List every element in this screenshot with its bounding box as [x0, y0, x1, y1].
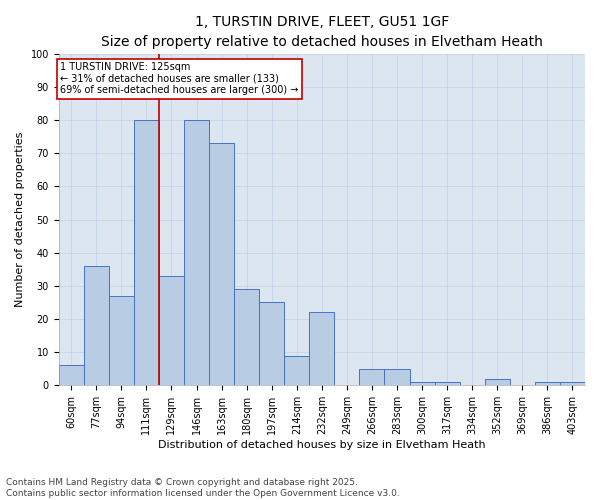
- Bar: [359, 369, 385, 386]
- Bar: [109, 296, 134, 386]
- Bar: [410, 382, 434, 386]
- Bar: [385, 369, 410, 386]
- Text: Contains HM Land Registry data © Crown copyright and database right 2025.
Contai: Contains HM Land Registry data © Crown c…: [6, 478, 400, 498]
- Bar: [259, 302, 284, 386]
- Bar: [134, 120, 159, 386]
- Bar: [234, 289, 259, 386]
- Bar: [535, 382, 560, 386]
- Text: 1 TURSTIN DRIVE: 125sqm
← 31% of detached houses are smaller (133)
69% of semi-d: 1 TURSTIN DRIVE: 125sqm ← 31% of detache…: [60, 62, 298, 96]
- Bar: [284, 356, 309, 386]
- Bar: [184, 120, 209, 386]
- Bar: [485, 378, 510, 386]
- Y-axis label: Number of detached properties: Number of detached properties: [15, 132, 25, 308]
- Bar: [434, 382, 460, 386]
- Title: 1, TURSTIN DRIVE, FLEET, GU51 1GF
Size of property relative to detached houses i: 1, TURSTIN DRIVE, FLEET, GU51 1GF Size o…: [101, 15, 543, 48]
- Bar: [159, 276, 184, 386]
- Bar: [209, 144, 234, 386]
- X-axis label: Distribution of detached houses by size in Elvetham Heath: Distribution of detached houses by size …: [158, 440, 485, 450]
- Bar: [309, 312, 334, 386]
- Bar: [59, 366, 84, 386]
- Bar: [84, 266, 109, 386]
- Bar: [560, 382, 585, 386]
